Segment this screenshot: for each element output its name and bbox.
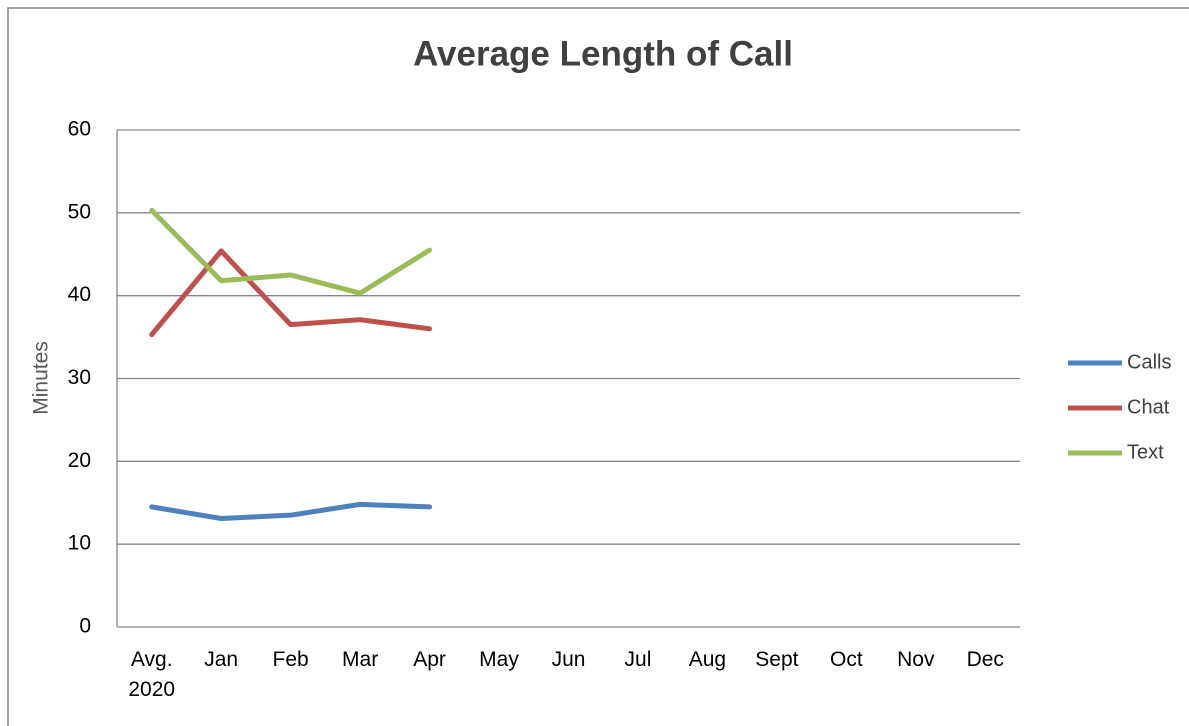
x-tick-label: Oct (830, 648, 863, 671)
y-tick-label: 50 (68, 200, 91, 223)
x-tick-label: May (479, 648, 519, 671)
y-tick-label: 60 (68, 118, 91, 141)
x-tick-label: Sept (755, 648, 799, 671)
legend-label: Chat (1127, 396, 1170, 418)
x-tick-label: Jul (624, 648, 652, 671)
y-axis-label: Minutes (30, 341, 53, 415)
x-tick-label: Nov (897, 648, 935, 671)
y-tick-label: 0 (79, 615, 91, 638)
x-tick-label: Dec (966, 648, 1004, 671)
x-tick-label: Mar (342, 648, 379, 671)
y-tick-label: 10 (68, 532, 91, 555)
y-tick-label: 30 (68, 366, 91, 389)
series-line (149, 248, 433, 338)
chart-title: Average Length of Call (413, 34, 793, 73)
series-line (149, 207, 433, 296)
x-tick-label: Jun (551, 648, 586, 671)
x-tick-label: Jan (204, 648, 239, 671)
y-tick-label: 20 (68, 449, 91, 472)
x-tick-label: Aug (688, 648, 727, 671)
y-tick-label: 40 (68, 283, 91, 306)
x-tick-label: Feb (272, 648, 309, 671)
legend-label: Text (1127, 441, 1164, 463)
x-tick-label: Avg. 2020 (128, 648, 176, 701)
legend-label: Calls (1127, 351, 1171, 373)
x-tick-label: Apr (413, 648, 446, 671)
chart-border (7, 7, 1189, 726)
series-line (149, 501, 433, 521)
